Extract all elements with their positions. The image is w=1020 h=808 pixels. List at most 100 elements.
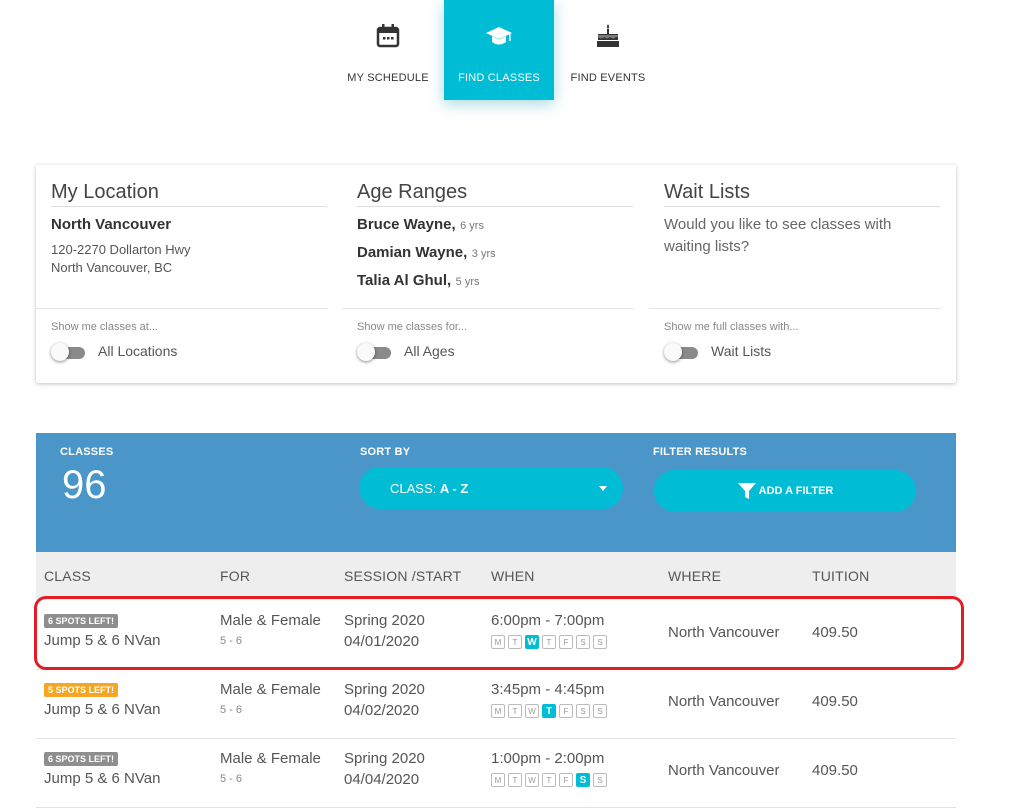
spots-left-badge: 5 SPOTS LEFT! <box>44 683 119 697</box>
class-start-date: 04/04/2020 <box>344 771 420 788</box>
kid-age: 3 yrs <box>471 248 496 260</box>
class-time: 1:00pm - 2:00pm <box>491 750 605 767</box>
table-row[interactable]: 6 SPOTS LEFT! Jump 5 & 6 NVan Male & Femal… <box>36 600 956 670</box>
sort-dropdown[interactable]: CLASS: A - Z <box>359 467 623 509</box>
add-filter-label: ADD A FILTER <box>758 485 834 497</box>
ages-caption: Show me classes for... <box>357 321 468 333</box>
divider <box>342 308 634 309</box>
day-indicator: F <box>559 635 573 649</box>
class-session: Spring 2020 <box>344 612 425 629</box>
column-header-tuition[interactable]: TUITION <box>812 568 870 584</box>
kid-age: 6 yrs <box>460 220 484 232</box>
location-section: My Location North Vancouver 120-2270 Dol… <box>36 165 328 383</box>
sort-prefix: CLASS: <box>390 480 440 496</box>
day-indicator: W <box>525 773 539 787</box>
class-name[interactable]: Jump 5 & 6 NVan <box>44 770 161 787</box>
add-filter-button[interactable]: ADD A FILTER <box>654 470 916 512</box>
class-tuition: 409.50 <box>812 762 858 779</box>
sort-value: A - Z <box>439 480 469 496</box>
wait-lists-title: Wait Lists <box>664 181 940 207</box>
kid-entry: Damian Wayne, 3 yrs <box>357 244 496 262</box>
class-time: 3:45pm - 4:45pm <box>491 681 605 698</box>
location-address-line1: 120-2270 Dollarton Hwy <box>51 242 191 257</box>
calendar-icon <box>376 24 400 48</box>
kid-entry: Bruce Wayne, 6 yrs <box>357 216 484 234</box>
wait-lists-toggle[interactable] <box>664 343 700 361</box>
day-indicator: T <box>508 773 522 787</box>
divider <box>649 308 941 309</box>
wait-lists-label: Wait Lists <box>711 343 772 359</box>
day-indicator: F <box>559 773 573 787</box>
nav-my-schedule[interactable]: MY SCHEDULE <box>332 0 444 100</box>
class-location: North Vancouver <box>668 624 780 641</box>
kid-age: 5 yrs <box>455 276 480 288</box>
class-session: Spring 2020 <box>344 750 425 767</box>
birthday-cake-icon <box>597 24 619 47</box>
class-session: Spring 2020 <box>344 681 425 698</box>
day-indicator: S <box>576 635 590 649</box>
column-header-where[interactable]: WHERE <box>668 568 722 584</box>
class-start-date: 04/01/2020 <box>344 633 420 650</box>
column-header-for[interactable]: FOR <box>220 568 251 584</box>
day-indicator: T <box>542 635 556 649</box>
day-indicator: S <box>593 635 607 649</box>
age-ranges-section: Age Ranges Bruce Wayne, 6 yrs Damian Way… <box>342 165 634 383</box>
class-location: North Vancouver <box>668 693 780 710</box>
day-indicator: W <box>525 704 539 718</box>
class-tuition: 409.50 <box>812 693 858 710</box>
nav-find-classes[interactable]: FIND CLASSES <box>444 0 554 100</box>
caret-down-icon <box>599 486 607 491</box>
day-indicator: W <box>525 635 539 649</box>
location-address-line2: North Vancouver, BC <box>51 260 173 275</box>
kid-entry: Talia Al Ghul, 5 yrs <box>357 272 479 290</box>
top-nav: MY SCHEDULE FIND CLASSES FIND EVENTS <box>332 0 662 100</box>
table-row[interactable]: 6 SPOTS LEFT! Jump 5 & 6 NVan Male & Femal… <box>36 738 956 808</box>
nav-label: FIND EVENTS <box>570 72 646 84</box>
filter-icon <box>737 483 756 499</box>
class-for: Male & Female <box>220 612 321 629</box>
class-time: 6:00pm - 7:00pm <box>491 612 605 629</box>
preferences-card: My Location North Vancouver 120-2270 Dol… <box>36 165 956 383</box>
results-header: CLASSES 96 SORT BY CLASS: A - Z FILTER R… <box>36 433 956 552</box>
wait-lists-caption: Show me full classes with... <box>664 321 799 333</box>
day-indicator: S <box>593 704 607 718</box>
class-for: Male & Female <box>220 750 321 767</box>
day-indicator: M <box>491 635 505 649</box>
class-tuition: 409.50 <box>812 624 858 641</box>
day-indicator: M <box>491 704 505 718</box>
day-indicator: S <box>576 773 590 787</box>
class-start-date: 04/02/2020 <box>344 702 420 719</box>
kid-name: Talia Al Ghul, <box>357 272 452 289</box>
day-indicator: T <box>508 704 522 718</box>
sort-caption: SORT BY <box>360 446 411 458</box>
nav-find-events[interactable]: FIND EVENTS <box>554 0 662 100</box>
spots-left-badge: 6 SPOTS LEFT! <box>44 752 119 766</box>
column-header-session[interactable]: SESSION /START <box>344 568 462 584</box>
all-ages-toggle[interactable] <box>357 343 393 361</box>
filter-caption: FILTER RESULTS <box>653 446 748 458</box>
class-for: Male & Female <box>220 681 321 698</box>
table-row[interactable]: 5 SPOTS LEFT! Jump 5 & 6 NVan Male & Femal… <box>36 669 956 739</box>
day-indicator: S <box>576 704 590 718</box>
all-locations-toggle[interactable] <box>51 343 87 361</box>
day-indicator: S <box>593 773 607 787</box>
divider <box>36 308 328 309</box>
column-header-class[interactable]: CLASS <box>44 568 91 584</box>
day-indicator: T <box>542 704 556 718</box>
spots-left-badge: 6 SPOTS LEFT! <box>44 614 119 628</box>
class-name[interactable]: Jump 5 & 6 NVan <box>44 632 161 649</box>
column-header-when[interactable]: WHEN <box>491 568 535 584</box>
class-name[interactable]: Jump 5 & 6 NVan <box>44 701 161 718</box>
all-locations-label: All Locations <box>98 343 178 359</box>
class-ages: 5 - 6 <box>220 635 243 647</box>
wait-lists-description: Would you like to see classes with waiti… <box>664 216 892 255</box>
class-ages: 5 - 6 <box>220 704 243 716</box>
wait-lists-section: Wait Lists Would you like to see classes… <box>649 165 941 383</box>
graduation-cap-icon <box>486 27 512 45</box>
day-indicator: F <box>559 704 573 718</box>
age-ranges-title: Age Ranges <box>357 181 633 207</box>
classes-count: 96 <box>62 463 107 507</box>
all-ages-label: All Ages <box>404 343 455 359</box>
